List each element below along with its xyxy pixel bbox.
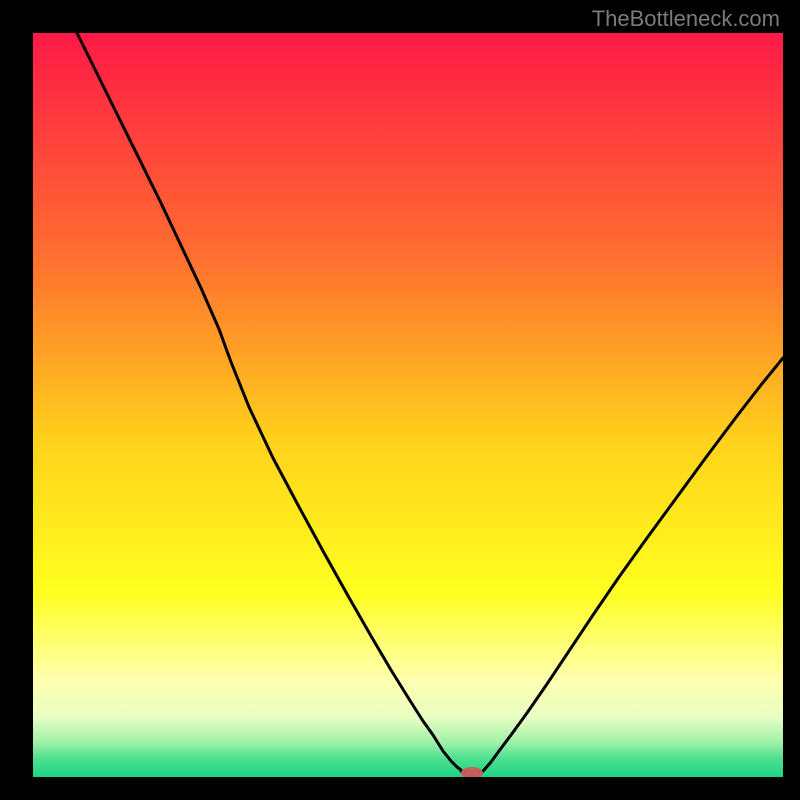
watermark-text: TheBottleneck.com <box>592 6 780 32</box>
curve-path <box>77 33 783 773</box>
chart-canvas: TheBottleneck.com <box>0 0 800 800</box>
plot-area <box>33 33 783 777</box>
bottleneck-curve <box>33 33 783 777</box>
minimum-marker <box>461 767 483 777</box>
